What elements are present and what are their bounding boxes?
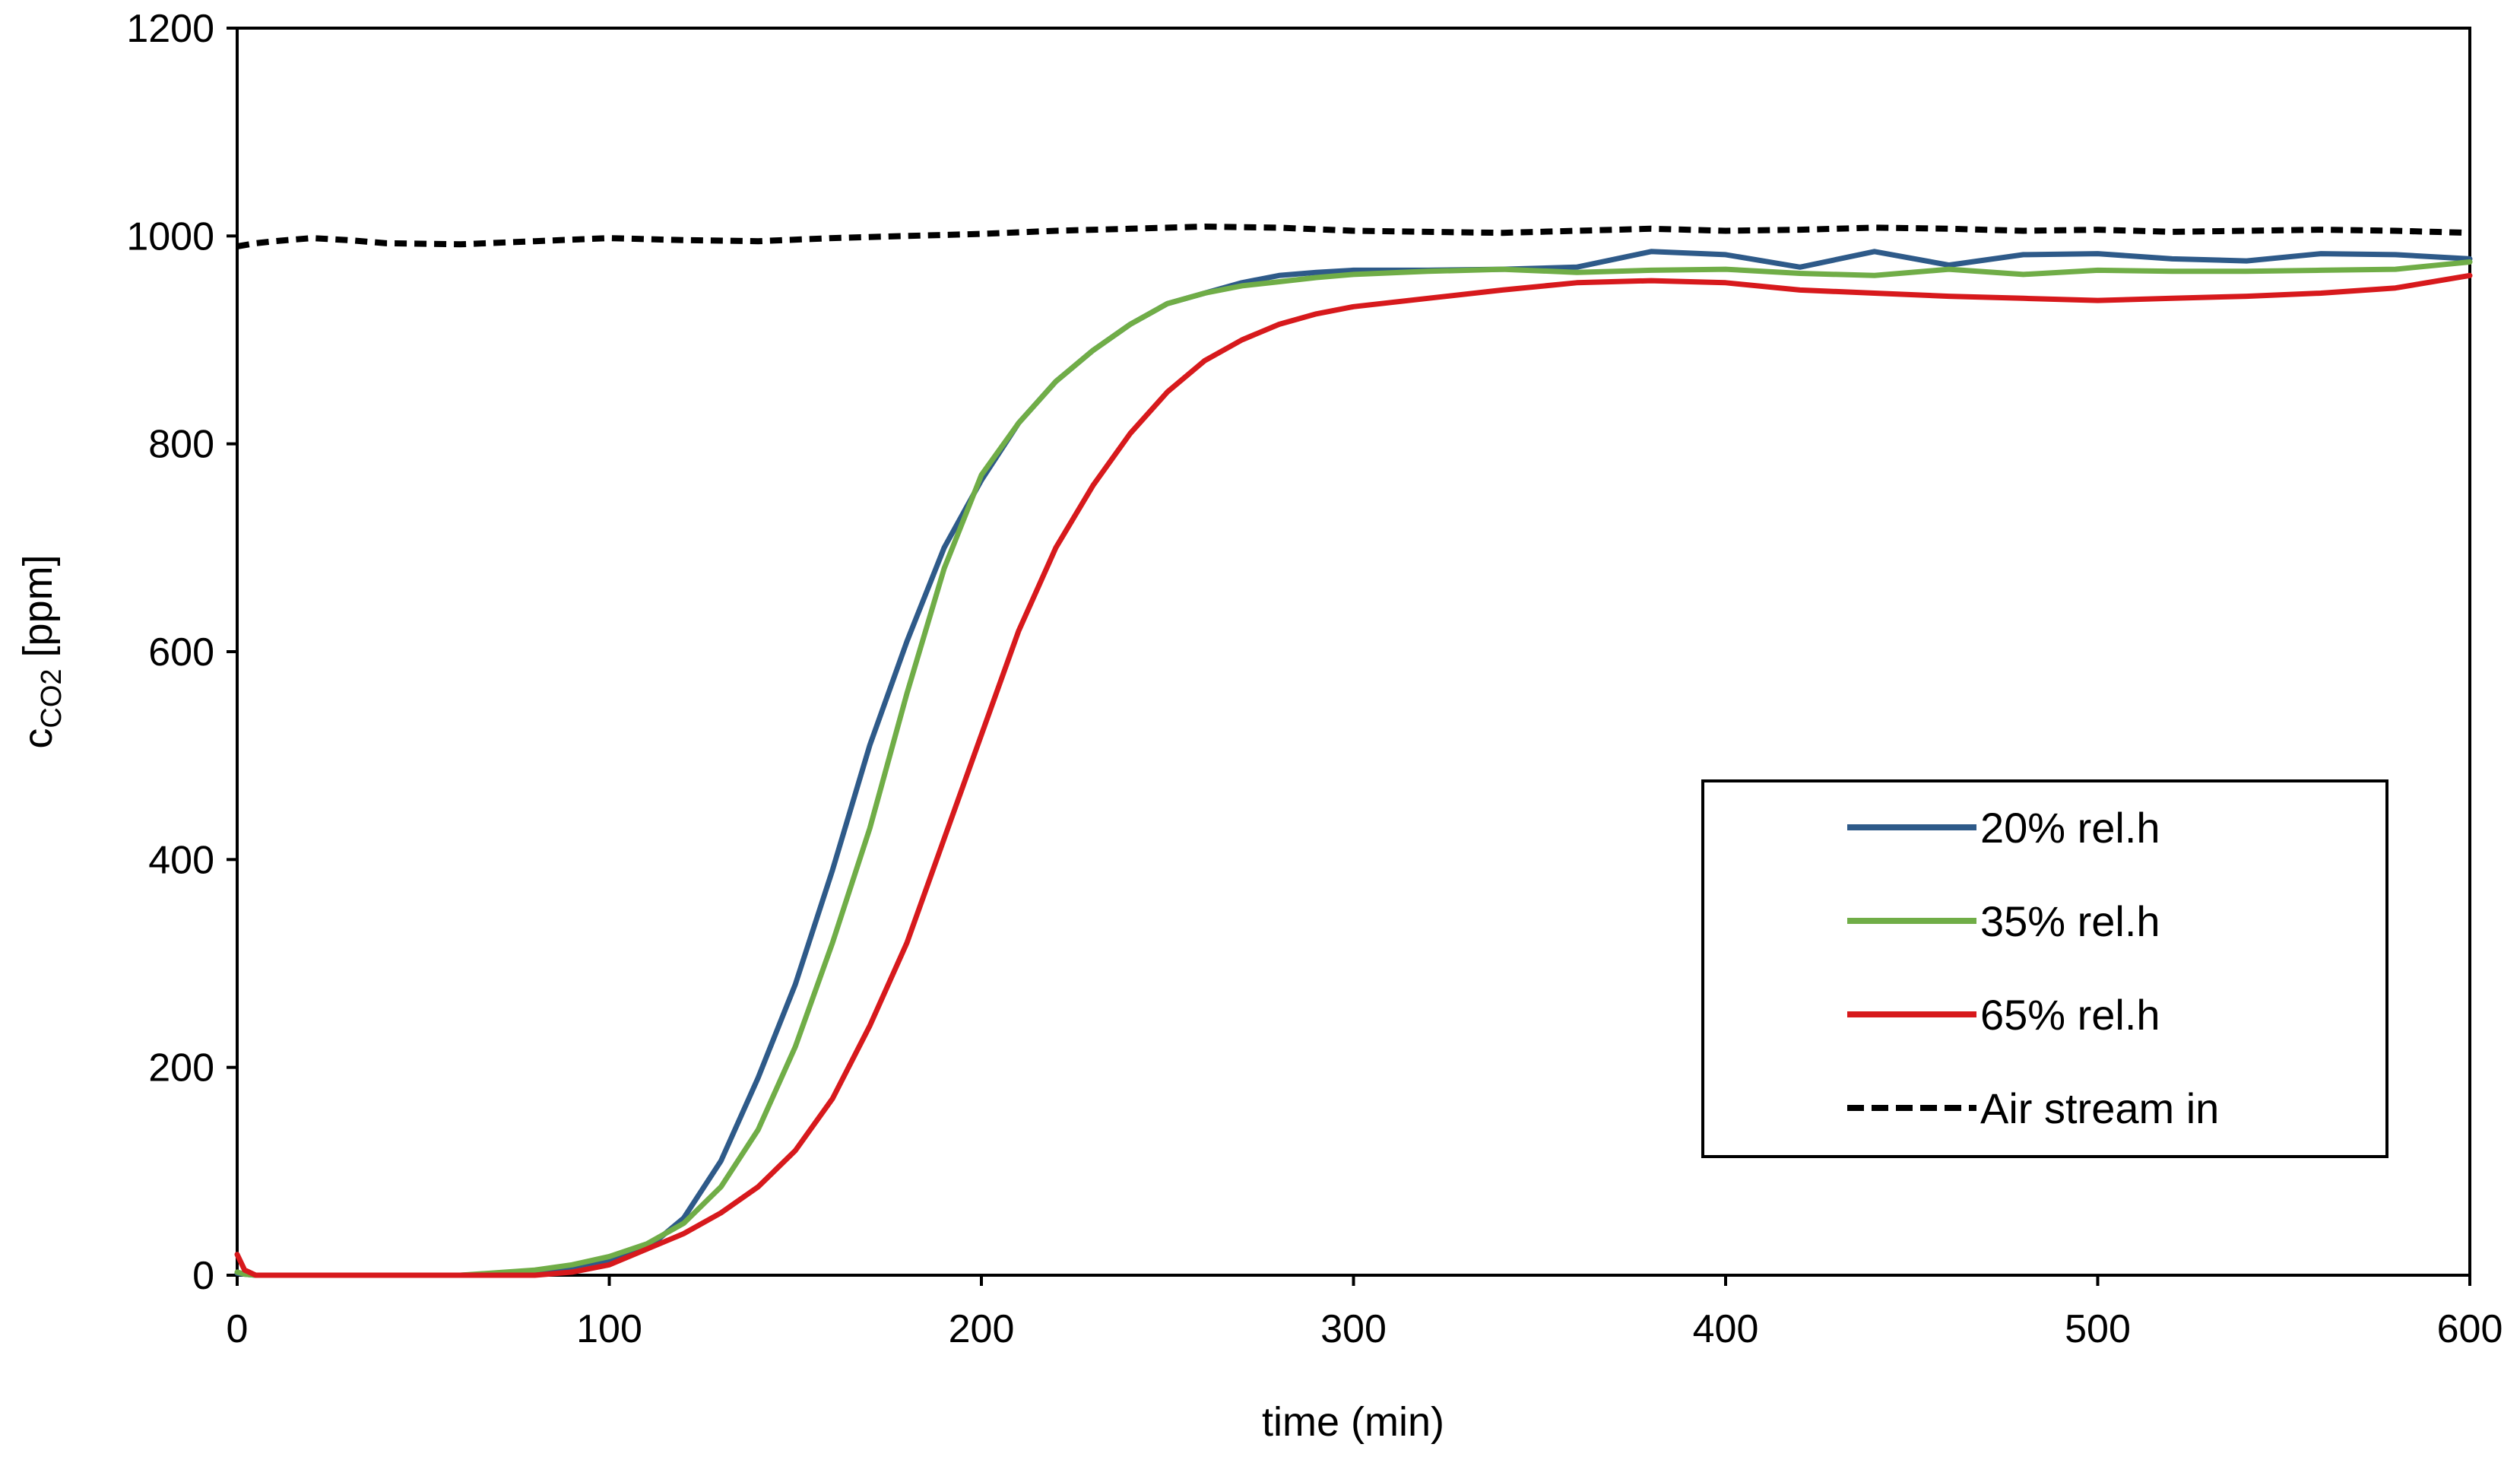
x-axis-ticks: 0 100 200 300 400 500 600 bbox=[227, 1275, 2503, 1351]
y-tick-label-400: 400 bbox=[148, 838, 214, 882]
x-tick-label-200: 200 bbox=[949, 1307, 1015, 1351]
y-axis-title-unit: [ppm] bbox=[15, 554, 61, 668]
series-line-air-stream-in bbox=[236, 224, 2471, 249]
legend-label-35-rel-h: 35% rel.h bbox=[1980, 897, 2160, 945]
x-tick-label-300: 300 bbox=[1320, 1307, 1387, 1351]
x-tick-label-0: 0 bbox=[227, 1307, 249, 1351]
y-tick-label-200: 200 bbox=[148, 1046, 214, 1090]
y-axis-title-subscript: CO2 bbox=[36, 668, 68, 728]
y-axis-ticks: 0 200 400 600 800 1000 1200 bbox=[126, 7, 237, 1298]
y-tick-label-1000: 1000 bbox=[126, 214, 214, 259]
y-axis-title-base: c bbox=[15, 728, 61, 749]
y-tick-label-600: 600 bbox=[148, 630, 214, 674]
x-tick-label-500: 500 bbox=[2065, 1307, 2131, 1351]
x-tick-label-400: 400 bbox=[1693, 1307, 1759, 1351]
legend-label-65-rel-h: 65% rel.h bbox=[1980, 991, 2160, 1039]
y-axis-title: cCO2 [ppm] bbox=[15, 554, 68, 748]
legend: 20% rel.h 35% rel.h 65% rel.h Air stream… bbox=[1701, 779, 2388, 1158]
x-tick-label-100: 100 bbox=[576, 1307, 642, 1351]
series-lines bbox=[234, 224, 2473, 1278]
series-line-35-rel-h bbox=[234, 259, 2473, 1278]
series-line-65-rel-h bbox=[234, 272, 2473, 1278]
y-tick-label-1200: 1200 bbox=[126, 7, 214, 51]
legend-label-20-rel-h: 20% rel.h bbox=[1980, 804, 2160, 852]
x-tick-label-600: 600 bbox=[2437, 1307, 2503, 1351]
legend-box bbox=[1701, 779, 2388, 1158]
legend-label-air-stream-in: Air stream in bbox=[1980, 1084, 2219, 1132]
y-tick-label-0: 0 bbox=[192, 1254, 214, 1298]
y-tick-label-800: 800 bbox=[148, 423, 214, 467]
x-axis-title: time (min) bbox=[1262, 1399, 1444, 1445]
